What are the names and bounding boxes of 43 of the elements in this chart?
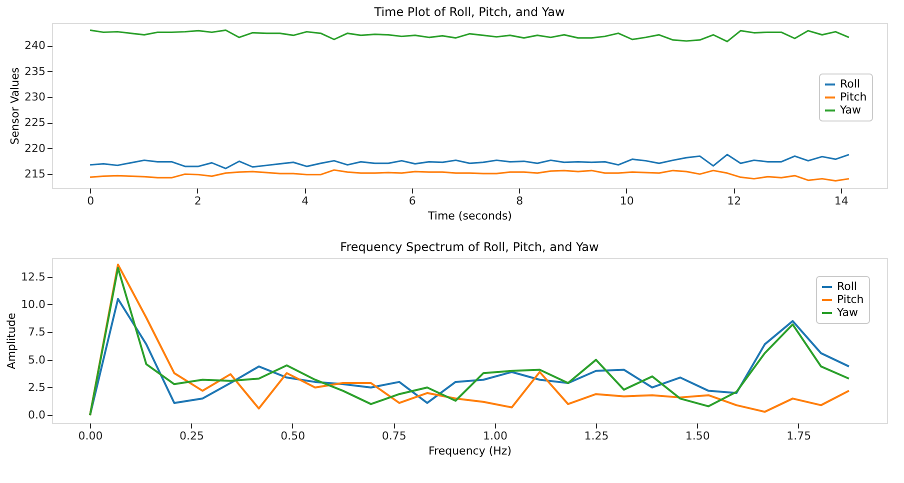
- x-tick-label: 10: [620, 194, 634, 208]
- legend-label: Yaw: [839, 104, 861, 116]
- y-tick-label: 10.0: [21, 298, 46, 311]
- chart-title: Frequency Spectrum of Roll, Pitch, and Yaw: [340, 240, 600, 254]
- y-tick-label: 225: [24, 116, 46, 130]
- legend-label: Yaw: [836, 306, 858, 319]
- chart-title: Time Plot of Roll, Pitch, and Yaw: [373, 5, 565, 19]
- y-axis-title: Amplitude: [5, 312, 18, 370]
- legend-label: Roll: [840, 78, 860, 90]
- x-tick-label: 14: [834, 194, 848, 208]
- x-tick-label: 0.50: [280, 430, 306, 442]
- y-tick-label: 12.5: [21, 270, 46, 284]
- legend-label: Pitch: [840, 90, 867, 104]
- x-tick-label: 1.75: [786, 430, 812, 442]
- y-tick-label: 235: [24, 64, 46, 78]
- y-tick-label: 215: [24, 168, 46, 181]
- y-tick-label: 220: [24, 142, 46, 155]
- x-tick-label: 2: [194, 194, 202, 208]
- y-tick-label: 230: [24, 90, 46, 104]
- x-tick-label: 0.75: [382, 430, 406, 442]
- y-tick-label: 5.0: [28, 353, 46, 366]
- x-tick-label: 0.00: [78, 430, 103, 442]
- y-tick-label: 240: [24, 39, 46, 52]
- y-tick-label: 0.0: [28, 408, 46, 422]
- x-tick-label: 4: [302, 194, 309, 208]
- y-tick-label: 2.5: [28, 380, 46, 394]
- x-axis-title: Frequency (Hz): [428, 444, 512, 458]
- x-tick-label: 6: [408, 194, 416, 208]
- y-tick-label: 7.5: [28, 326, 46, 339]
- legend-label: Pitch: [837, 293, 864, 306]
- x-tick-label: 1.25: [584, 430, 609, 442]
- x-tick-label: 1.50: [685, 430, 710, 442]
- line-series: [89, 154, 850, 170]
- line-series: [89, 29, 850, 42]
- x-tick-label: 8: [516, 194, 524, 208]
- x-tick-label: 0.25: [179, 430, 204, 442]
- line-series: [89, 169, 850, 182]
- x-axis-title: Time (seconds): [427, 210, 512, 222]
- legend-label: Roll: [837, 280, 857, 293]
- x-tick-label: 1.00: [483, 430, 508, 442]
- x-tick-label: 0: [87, 194, 94, 208]
- y-axis-title: Sensor Values: [8, 67, 22, 145]
- x-tick-label: 12: [727, 194, 742, 208]
